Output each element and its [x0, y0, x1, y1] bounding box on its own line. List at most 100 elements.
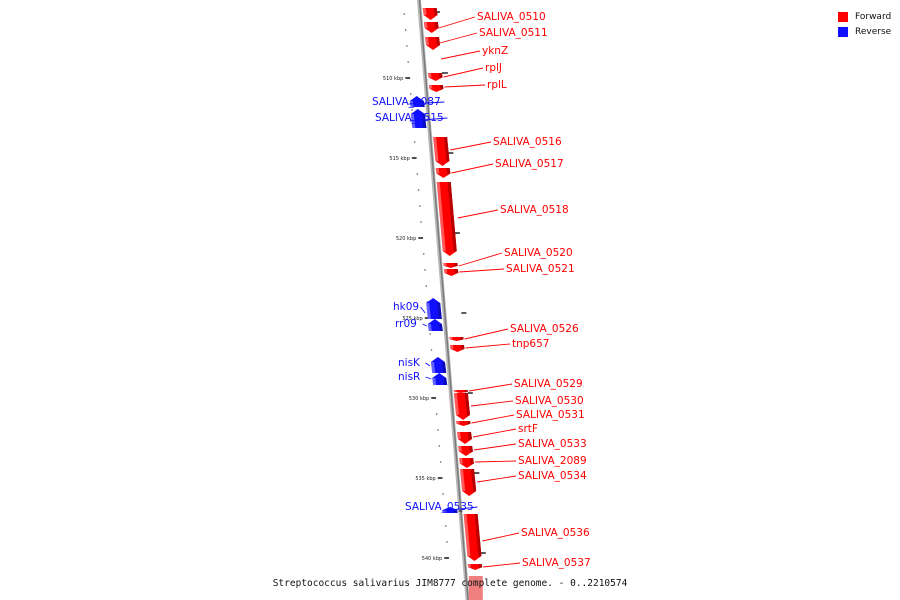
gene-feature-rr09[interactable] [427, 319, 443, 331]
gene-arrow-highlight [459, 469, 466, 491]
gene-leader-line [473, 443, 517, 451]
gene-leader-line [442, 506, 478, 512]
gene-feature-SALIVA_0518[interactable] [436, 182, 457, 256]
gene-label-hk09[interactable]: hk09 [393, 301, 419, 313]
gene-label-SALIVA_0526[interactable]: SALIVA_0526 [510, 323, 579, 335]
gene-label-nisK[interactable]: nisK [398, 357, 421, 369]
gene-leader-line [425, 362, 431, 367]
gene-leader-line [474, 460, 517, 463]
gene-label-SALIVA_0511[interactable]: SALIVA_0511 [479, 27, 548, 39]
gene-arrow [427, 73, 443, 81]
gene-feature-rplL[interactable] [428, 85, 444, 92]
gene-feature-SALIVA_0529[interactable] [453, 390, 468, 393]
gene-leader-line [468, 383, 513, 392]
gene-arrow-highlight [449, 345, 454, 349]
gene-arrow-shade [469, 446, 473, 453]
gene-arrow-shade [446, 168, 451, 175]
gene-feature-SALIVA_0511[interactable] [423, 22, 439, 33]
gene-label-rplJ[interactable]: rplJ [485, 62, 502, 74]
gene-feature-srtF[interactable] [456, 432, 472, 444]
gene-feature-SALIVA_0531[interactable] [456, 421, 471, 426]
gene-arrow-highlight [453, 393, 460, 415]
gene-arrow [424, 37, 441, 50]
gene-label-SALIVA_0536[interactable]: SALIVA_0536 [521, 527, 590, 539]
gene-arrow-highlight [449, 337, 453, 340]
gene-label-SALIVA_0531[interactable]: SALIVA_0531 [516, 409, 585, 421]
gene-leader-line [472, 428, 517, 438]
gene-leader-line [457, 209, 499, 219]
gene-label-SALIVA_0510[interactable]: SALIVA_0510 [477, 11, 546, 23]
gene-arrow-shade [460, 337, 464, 341]
gene-feature-SALIVA_0534[interactable] [459, 469, 477, 496]
legend-item-forward: Forward [838, 9, 891, 24]
gene-feature-yknZ[interactable] [424, 37, 441, 50]
gene-feature-SALIVA_0537[interactable] [467, 564, 483, 570]
gene-arrow-highlight [458, 446, 462, 452]
gene-arrow-shade [441, 362, 447, 373]
gene-label-rr09[interactable]: rr09 [395, 318, 417, 330]
gene-label-SALIVA_0533[interactable]: SALIVA_0533 [518, 438, 587, 450]
gene-leader-line [459, 268, 505, 273]
gene-label-SALIVA_2089[interactable]: SALIVA_2089 [518, 455, 587, 467]
gene-arrow-shade [443, 378, 448, 385]
gene-leader-line [450, 141, 492, 151]
gene-label-tnp657[interactable]: tnp657 [512, 338, 549, 350]
gene-label-SALIVA_0518[interactable]: SALIVA_0518 [500, 204, 569, 216]
gene-feature-rplJ[interactable] [427, 73, 443, 81]
gene-arrow-highlight [424, 37, 430, 45]
gene-arrow [409, 96, 425, 107]
gene-arrow [435, 168, 451, 178]
gene-label-SALIVA_0520[interactable]: SALIVA_0520 [504, 247, 573, 259]
gene-arrow-shade [434, 22, 439, 30]
gene-feature-nisR[interactable] [432, 373, 448, 385]
gene-label-SALIVA_0534[interactable]: SALIVA_0534 [518, 470, 587, 482]
gene-arrow-highlight [427, 73, 432, 78]
gene-label-SALIVA_0517[interactable]: SALIVA_0517 [495, 158, 564, 170]
gene-feature-SALIVA_0510[interactable] [422, 8, 438, 20]
gene-feature-SALIVA_0526[interactable] [449, 337, 464, 341]
gene-feature-hk09[interactable] [426, 298, 442, 319]
gene-feature-SALIVA_0536[interactable] [463, 514, 482, 561]
gene-label-SALIVA_0515[interactable]: SALIVA_0515 [375, 112, 444, 124]
gene-label-SALIVA_0516[interactable]: SALIVA_0516 [493, 136, 562, 148]
gene-feature-truncated[interactable] [468, 576, 483, 600]
gene-feature-SALIVA_0515[interactable] [410, 109, 427, 128]
gene-arrow-shade [470, 469, 477, 492]
gene-feature-nisK[interactable] [430, 357, 447, 373]
gene-label-SALIVA_2087[interactable]: SALIVA_2087 [372, 96, 441, 108]
gene-label-srtF[interactable]: srtF [518, 423, 538, 435]
gene-label-yknZ[interactable]: yknZ [482, 45, 508, 57]
gene-feature-SALIVA_0520[interactable] [443, 263, 458, 268]
gene-arrow [458, 446, 473, 456]
gene-arrow-shade [470, 458, 474, 465]
gene-feature-SALIVA_0516[interactable] [433, 137, 450, 166]
gene-feature-SALIVA_0521[interactable] [443, 269, 459, 276]
gene-arrow-highlight [463, 514, 471, 556]
gene-feature-SALIVA_0530[interactable] [453, 393, 471, 420]
gene-label-SALIVA_0521[interactable]: SALIVA_0521 [506, 263, 575, 275]
gene-arrow-highlight [459, 458, 463, 464]
gene-feature-SALIVA_0533[interactable] [458, 446, 473, 456]
gene-arrow [430, 357, 447, 373]
gene-label-nisR[interactable]: nisR [398, 371, 420, 383]
gene-label-rplL[interactable]: rplL [487, 79, 507, 91]
gene-label-SALIVA_0535[interactable]: SALIVA_0535 [405, 501, 474, 513]
gene-arrow [427, 319, 443, 331]
gene-leader-line [458, 252, 503, 267]
gene-label-SALIVA_0529[interactable]: SALIVA_0529 [514, 378, 583, 390]
gene-feature-SALIVA_0517[interactable] [435, 168, 451, 178]
gene-arrow-shade [467, 421, 471, 425]
gene-feature-SALIVA_2089[interactable] [459, 458, 474, 468]
scale-tick-label: 525 kbp [402, 316, 422, 322]
gene-leader-line [444, 84, 486, 88]
gene-arrow [456, 421, 471, 426]
scale-tick-label: 535 kbp [415, 476, 435, 482]
gene-arrow [428, 85, 444, 92]
gene-label-SALIVA_0537[interactable]: SALIVA_0537 [522, 557, 591, 569]
gene-label-SALIVA_0530[interactable]: SALIVA_0530 [515, 395, 584, 407]
gene-leader-line [439, 32, 478, 44]
gene-arrow-highlight [443, 269, 448, 273]
gene-feature-tnp657[interactable] [449, 345, 465, 352]
legend-label-reverse: Reverse [855, 26, 892, 37]
